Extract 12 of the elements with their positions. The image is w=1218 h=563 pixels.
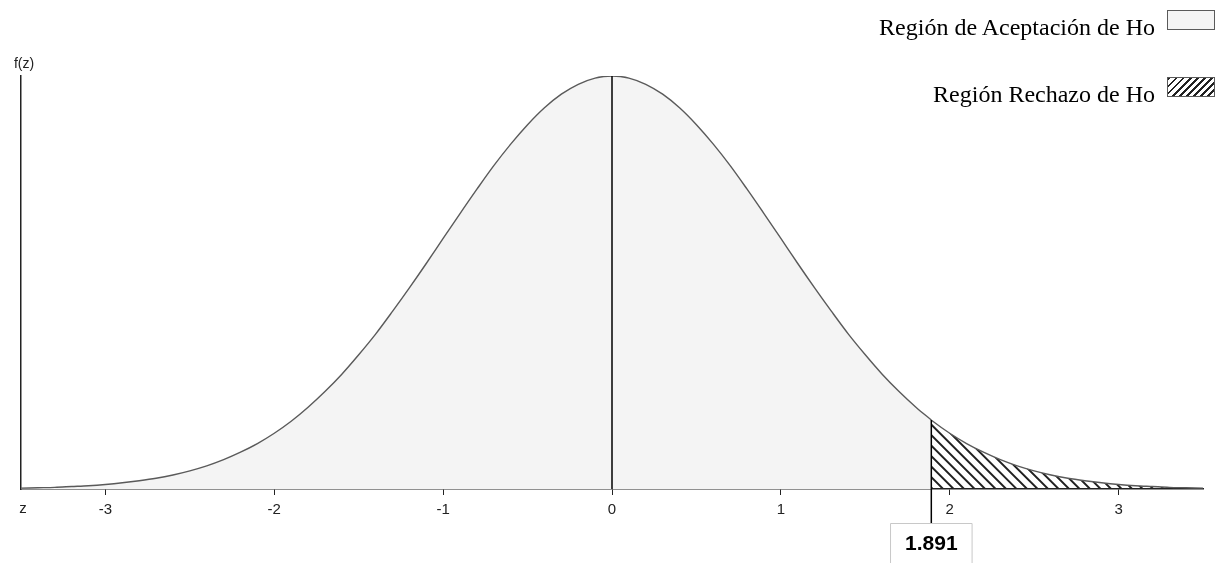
- x-tick-label: 2: [945, 500, 954, 518]
- ref-line-label: 1.891: [905, 530, 958, 554]
- y-axis-title: f(z): [13, 54, 35, 71]
- x-tick-label: 3: [1114, 500, 1123, 518]
- x-axis-title: z: [19, 499, 27, 517]
- x-tick-label: -3: [98, 500, 113, 518]
- legend-label: Región Rechazo de Ho: [933, 80, 1155, 108]
- x-tick-label: 0: [607, 500, 617, 518]
- x-tick-label: -1: [436, 500, 450, 518]
- legend-label: Región de Aceptación de Ho: [879, 13, 1155, 41]
- x-tick-label: 1: [776, 500, 786, 518]
- x-tick-label: -2: [267, 500, 281, 518]
